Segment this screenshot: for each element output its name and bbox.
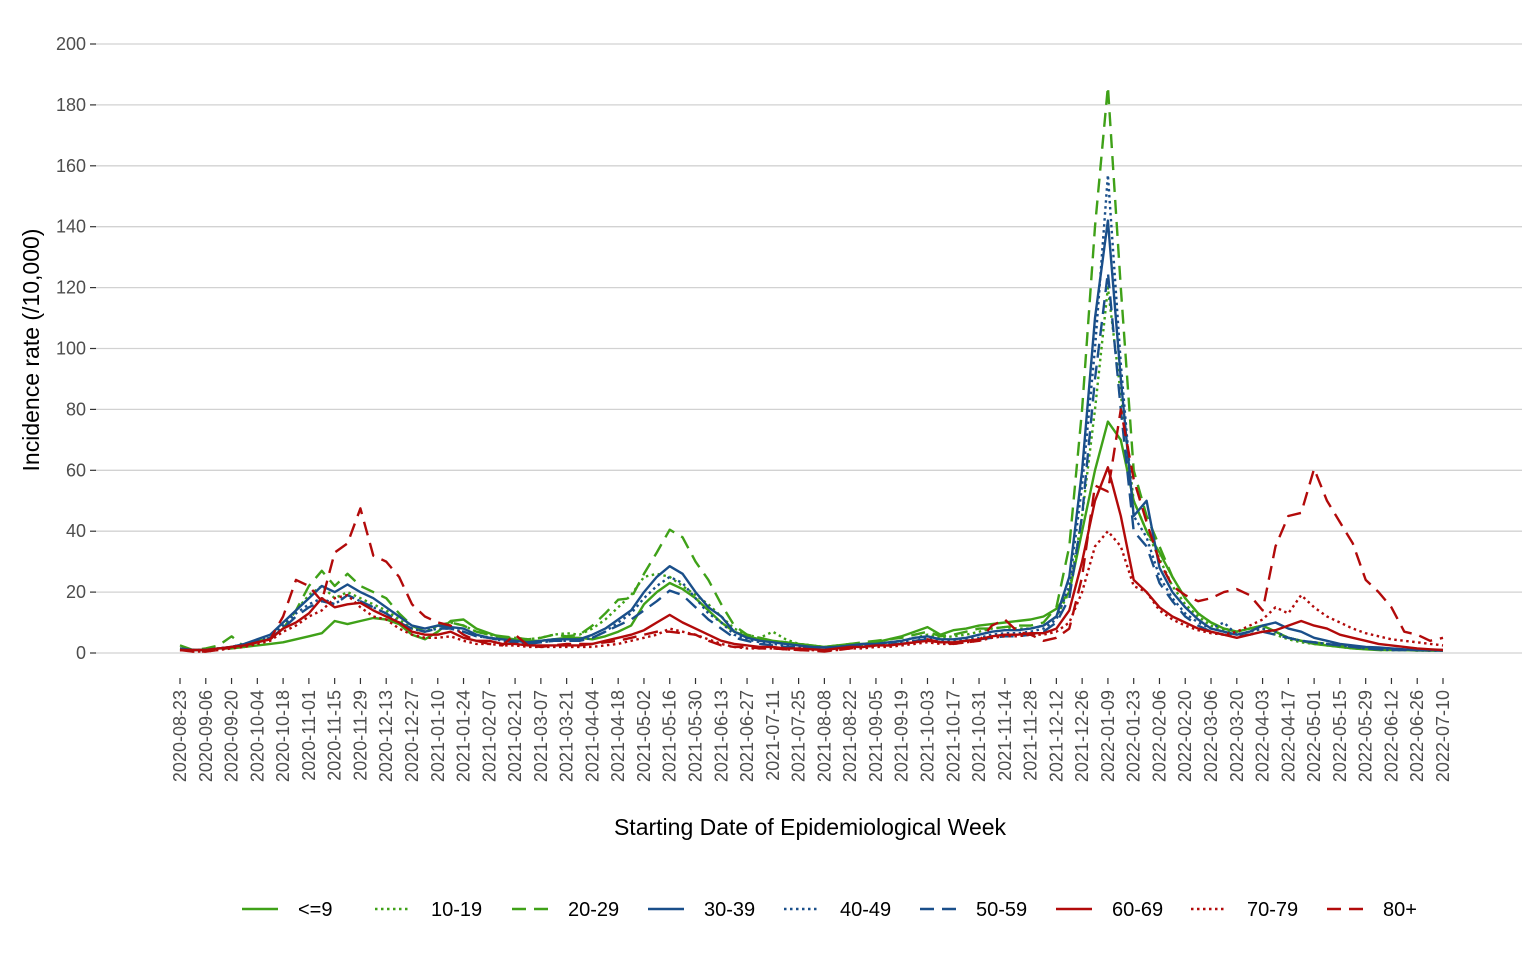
series-lines	[179, 85, 1444, 653]
x-tick-label: 2021-11-28	[1021, 690, 1041, 781]
x-tick-label: 2020-12-27	[402, 690, 422, 782]
x-tick-label: 2020-10-04	[247, 690, 267, 782]
x-tick-label: 2022-06-12	[1381, 690, 1401, 782]
x-tick-label: 2020-11-15	[325, 690, 345, 781]
x-axis-title: Starting Date of Epidemiological Week	[614, 814, 1007, 840]
x-tick-label: 2022-01-23	[1124, 690, 1144, 782]
series-line	[180, 271, 1443, 652]
x-tick-label: 2021-05-02	[634, 690, 654, 782]
gridlines	[95, 43, 1522, 654]
x-tick-label: 2022-01-09	[1098, 690, 1118, 782]
series-line	[179, 420, 1443, 652]
y-tick-label: 180	[56, 95, 86, 115]
series-line	[179, 219, 1443, 652]
x-tick-label: 2022-06-26	[1407, 690, 1427, 782]
y-tick-label: 60	[66, 460, 86, 480]
x-tick-label: 2020-11-01	[299, 690, 319, 781]
x-tick-label: 2021-01-10	[428, 690, 448, 782]
x-tick-label: 2021-07-11	[763, 690, 783, 781]
x-tick-label: 2020-10-18	[273, 690, 293, 782]
x-tick-label: 2022-04-03	[1253, 690, 1273, 782]
legend-label: <=9	[298, 899, 332, 921]
x-tick-label: 2021-10-17	[943, 690, 963, 782]
x-tick-label: 2021-05-16	[660, 690, 680, 782]
legend-label: 80+	[1383, 899, 1417, 921]
x-tick-label: 2021-01-24	[454, 690, 474, 782]
x-tick-label: 2021-07-25	[789, 690, 809, 782]
x-tick-label: 2021-04-04	[582, 690, 602, 782]
y-tick-label: 160	[56, 156, 86, 176]
x-tick-label: 2022-04-17	[1278, 690, 1298, 782]
x-tick-label: 2021-10-31	[969, 690, 989, 782]
x-tick-label: 2022-05-01	[1304, 690, 1324, 782]
y-tick-label: 100	[56, 339, 86, 359]
x-tick-label: 2021-09-19	[892, 690, 912, 782]
series-line	[179, 85, 1443, 652]
y-tick-label: 40	[66, 521, 86, 541]
legend-label: 30-39	[704, 899, 755, 921]
y-axis-ticks: 0 20 40 60 80 100 120 140 160 180 200	[56, 34, 96, 663]
y-tick-label: 120	[56, 278, 86, 298]
y-tick-label: 140	[56, 217, 86, 237]
x-tick-label: 2021-12-26	[1072, 690, 1092, 782]
x-tick-label: 2022-02-06	[1149, 690, 1169, 782]
x-tick-label: 2021-08-22	[840, 690, 860, 782]
y-tick-label: 0	[76, 643, 86, 663]
x-tick-label: 2021-03-07	[531, 690, 551, 782]
y-tick-label: 200	[56, 34, 86, 54]
series-line	[180, 466, 1444, 652]
y-tick-label: 80	[66, 399, 86, 419]
legend-label: 20-29	[568, 899, 619, 921]
x-tick-label: 2021-05-30	[686, 690, 706, 782]
x-tick-label: 2022-03-06	[1201, 690, 1221, 782]
x-axis-ticks: 2020-08-23 2020-09-06 2020-09-20 2020-10-04…	[170, 678, 1453, 782]
series-line	[180, 173, 1443, 652]
x-tick-label: 2022-02-20	[1175, 690, 1195, 782]
x-tick-label: 2022-03-20	[1227, 690, 1247, 782]
x-tick-label: 2020-11-29	[350, 690, 370, 781]
legend-label: 50-59	[976, 899, 1027, 921]
x-tick-label: 2021-02-21	[505, 690, 525, 782]
x-tick-label: 2021-04-18	[608, 690, 628, 782]
x-tick-label: 2021-03-21	[557, 690, 577, 782]
x-tick-label: 2021-02-07	[479, 690, 499, 782]
x-tick-label: 2021-06-13	[711, 690, 731, 782]
x-tick-label: 2022-05-29	[1356, 690, 1376, 782]
x-tick-label: 2021-11-14	[995, 690, 1015, 781]
legend-label: 70-79	[1247, 899, 1298, 921]
legend-label: 60-69	[1112, 899, 1163, 921]
x-tick-label: 2020-08-23	[170, 690, 190, 782]
x-tick-label: 2021-08-08	[814, 690, 834, 782]
legend-label: 40-49	[840, 899, 891, 921]
x-tick-label: 2022-07-10	[1433, 690, 1453, 782]
x-tick-label: 2021-09-05	[866, 690, 886, 782]
legend-label: 10-19	[431, 899, 482, 921]
x-tick-label: 2021-12-12	[1046, 690, 1066, 782]
legend: <=9 10-19 20-29 30-39 40-49 50-59 60-69 70-79 80…	[242, 899, 1417, 921]
series-line	[179, 408, 1444, 653]
x-tick-label: 2020-12-13	[376, 690, 396, 782]
x-tick-label: 2021-06-27	[737, 690, 757, 782]
x-tick-label: 2022-05-15	[1330, 690, 1350, 782]
x-tick-label: 2020-09-06	[196, 690, 216, 782]
y-tick-label: 20	[66, 582, 86, 602]
x-tick-label: 2020-09-20	[222, 690, 242, 782]
series-line	[179, 530, 1444, 653]
y-axis-title: Incidence rate (/10,000)	[18, 229, 44, 472]
x-tick-label: 2021-10-03	[917, 690, 937, 782]
